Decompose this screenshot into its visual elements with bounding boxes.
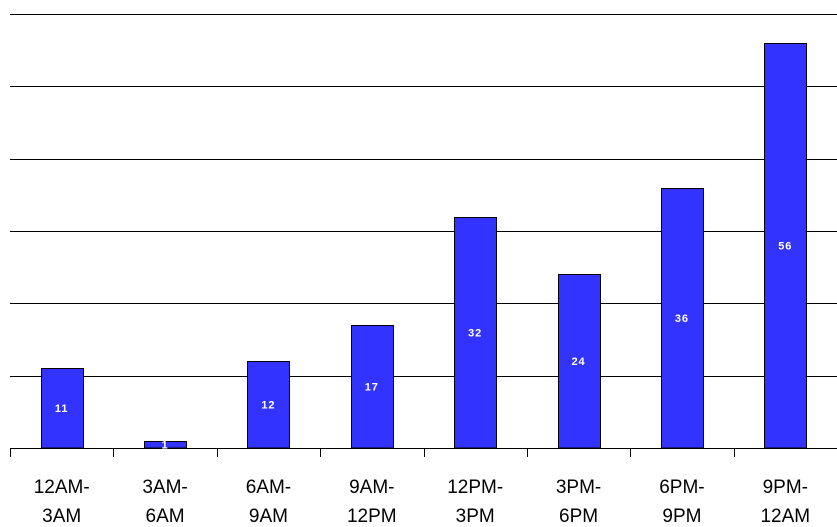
category-label-line: 12AM- xyxy=(34,477,90,498)
category-label: 9PM- 12AM xyxy=(760,477,810,527)
category-label: 12PM- 3PM xyxy=(447,477,503,527)
category-label-line: 3PM xyxy=(456,506,495,527)
category-label-line: 6AM- xyxy=(246,477,291,498)
gridlines xyxy=(10,14,837,377)
bar xyxy=(454,217,497,449)
category-label: 3PM- 6PM xyxy=(556,477,601,527)
x-axis xyxy=(10,448,837,457)
category-label-line: 9AM xyxy=(249,506,288,527)
category-label-line: 3AM xyxy=(42,506,81,527)
category-label: 9AM- 12PM xyxy=(347,477,397,527)
bar xyxy=(247,361,290,449)
data-label: 17 xyxy=(365,382,379,394)
category-label-line: 3PM- xyxy=(556,477,601,498)
data-label: 12 xyxy=(261,400,275,412)
category-label-line: 9AM- xyxy=(349,477,394,498)
category-label: 12AM- 3AM xyxy=(34,477,90,527)
category-label-line: 9PM xyxy=(662,506,701,527)
category-label-line: 12AM xyxy=(760,506,810,527)
category-label-line: 6PM xyxy=(559,506,598,527)
data-label: 1 xyxy=(162,439,169,451)
data-label: 36 xyxy=(675,313,689,325)
bar xyxy=(558,274,601,449)
data-label: 56 xyxy=(778,240,792,252)
category-label-line: 6PM- xyxy=(659,477,704,498)
data-label: 24 xyxy=(571,356,585,368)
category-label-line: 3AM- xyxy=(142,477,187,498)
category-label: 6AM- 9AM xyxy=(246,477,291,527)
category-label-line: 12PM xyxy=(347,506,397,527)
category-label: 6PM- 9PM xyxy=(659,477,704,527)
category-labels: 12AM- 3AM 3AM- 6AM 6AM- 9AM 9AM- 12PM 12PM- 3PM 3P… xyxy=(34,477,810,527)
category-label-line: 12PM- xyxy=(447,477,503,498)
bar xyxy=(351,325,394,449)
data-label: 11 xyxy=(55,403,69,415)
bars xyxy=(41,43,807,449)
category-label-line: 6AM xyxy=(146,506,185,527)
data-label: 32 xyxy=(468,327,482,339)
category-label-line: 9PM- xyxy=(763,477,808,498)
category-label: 3AM- 6AM xyxy=(142,477,187,527)
